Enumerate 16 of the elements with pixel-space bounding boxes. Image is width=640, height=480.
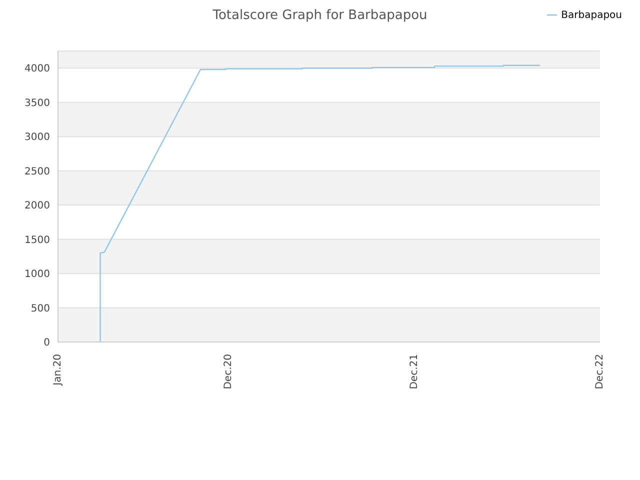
y-tick-label: 4000	[24, 64, 50, 75]
x-tick-label: Dec.20	[223, 354, 234, 390]
y-tick-label: 1000	[24, 269, 50, 280]
x-tick-label: Jan.20	[52, 354, 64, 386]
y-tick-label: 3000	[24, 132, 50, 144]
legend-label: Barbapapou	[561, 10, 622, 21]
y-tick-label: 3500	[24, 98, 50, 109]
line-series	[100, 64, 541, 342]
y-tick-label: 500	[30, 303, 50, 314]
chart-title: Totalscore Graph for Barbapapou	[212, 8, 428, 23]
y-tick-label: 2500	[24, 166, 50, 178]
y-tick-label: 0	[44, 338, 50, 349]
x-tick-label: Dec.22	[594, 354, 606, 390]
y-tick-label: 1500	[24, 234, 50, 246]
x-tick-label: Dec.21	[408, 354, 420, 390]
y-tick-label: 2000	[24, 200, 50, 212]
